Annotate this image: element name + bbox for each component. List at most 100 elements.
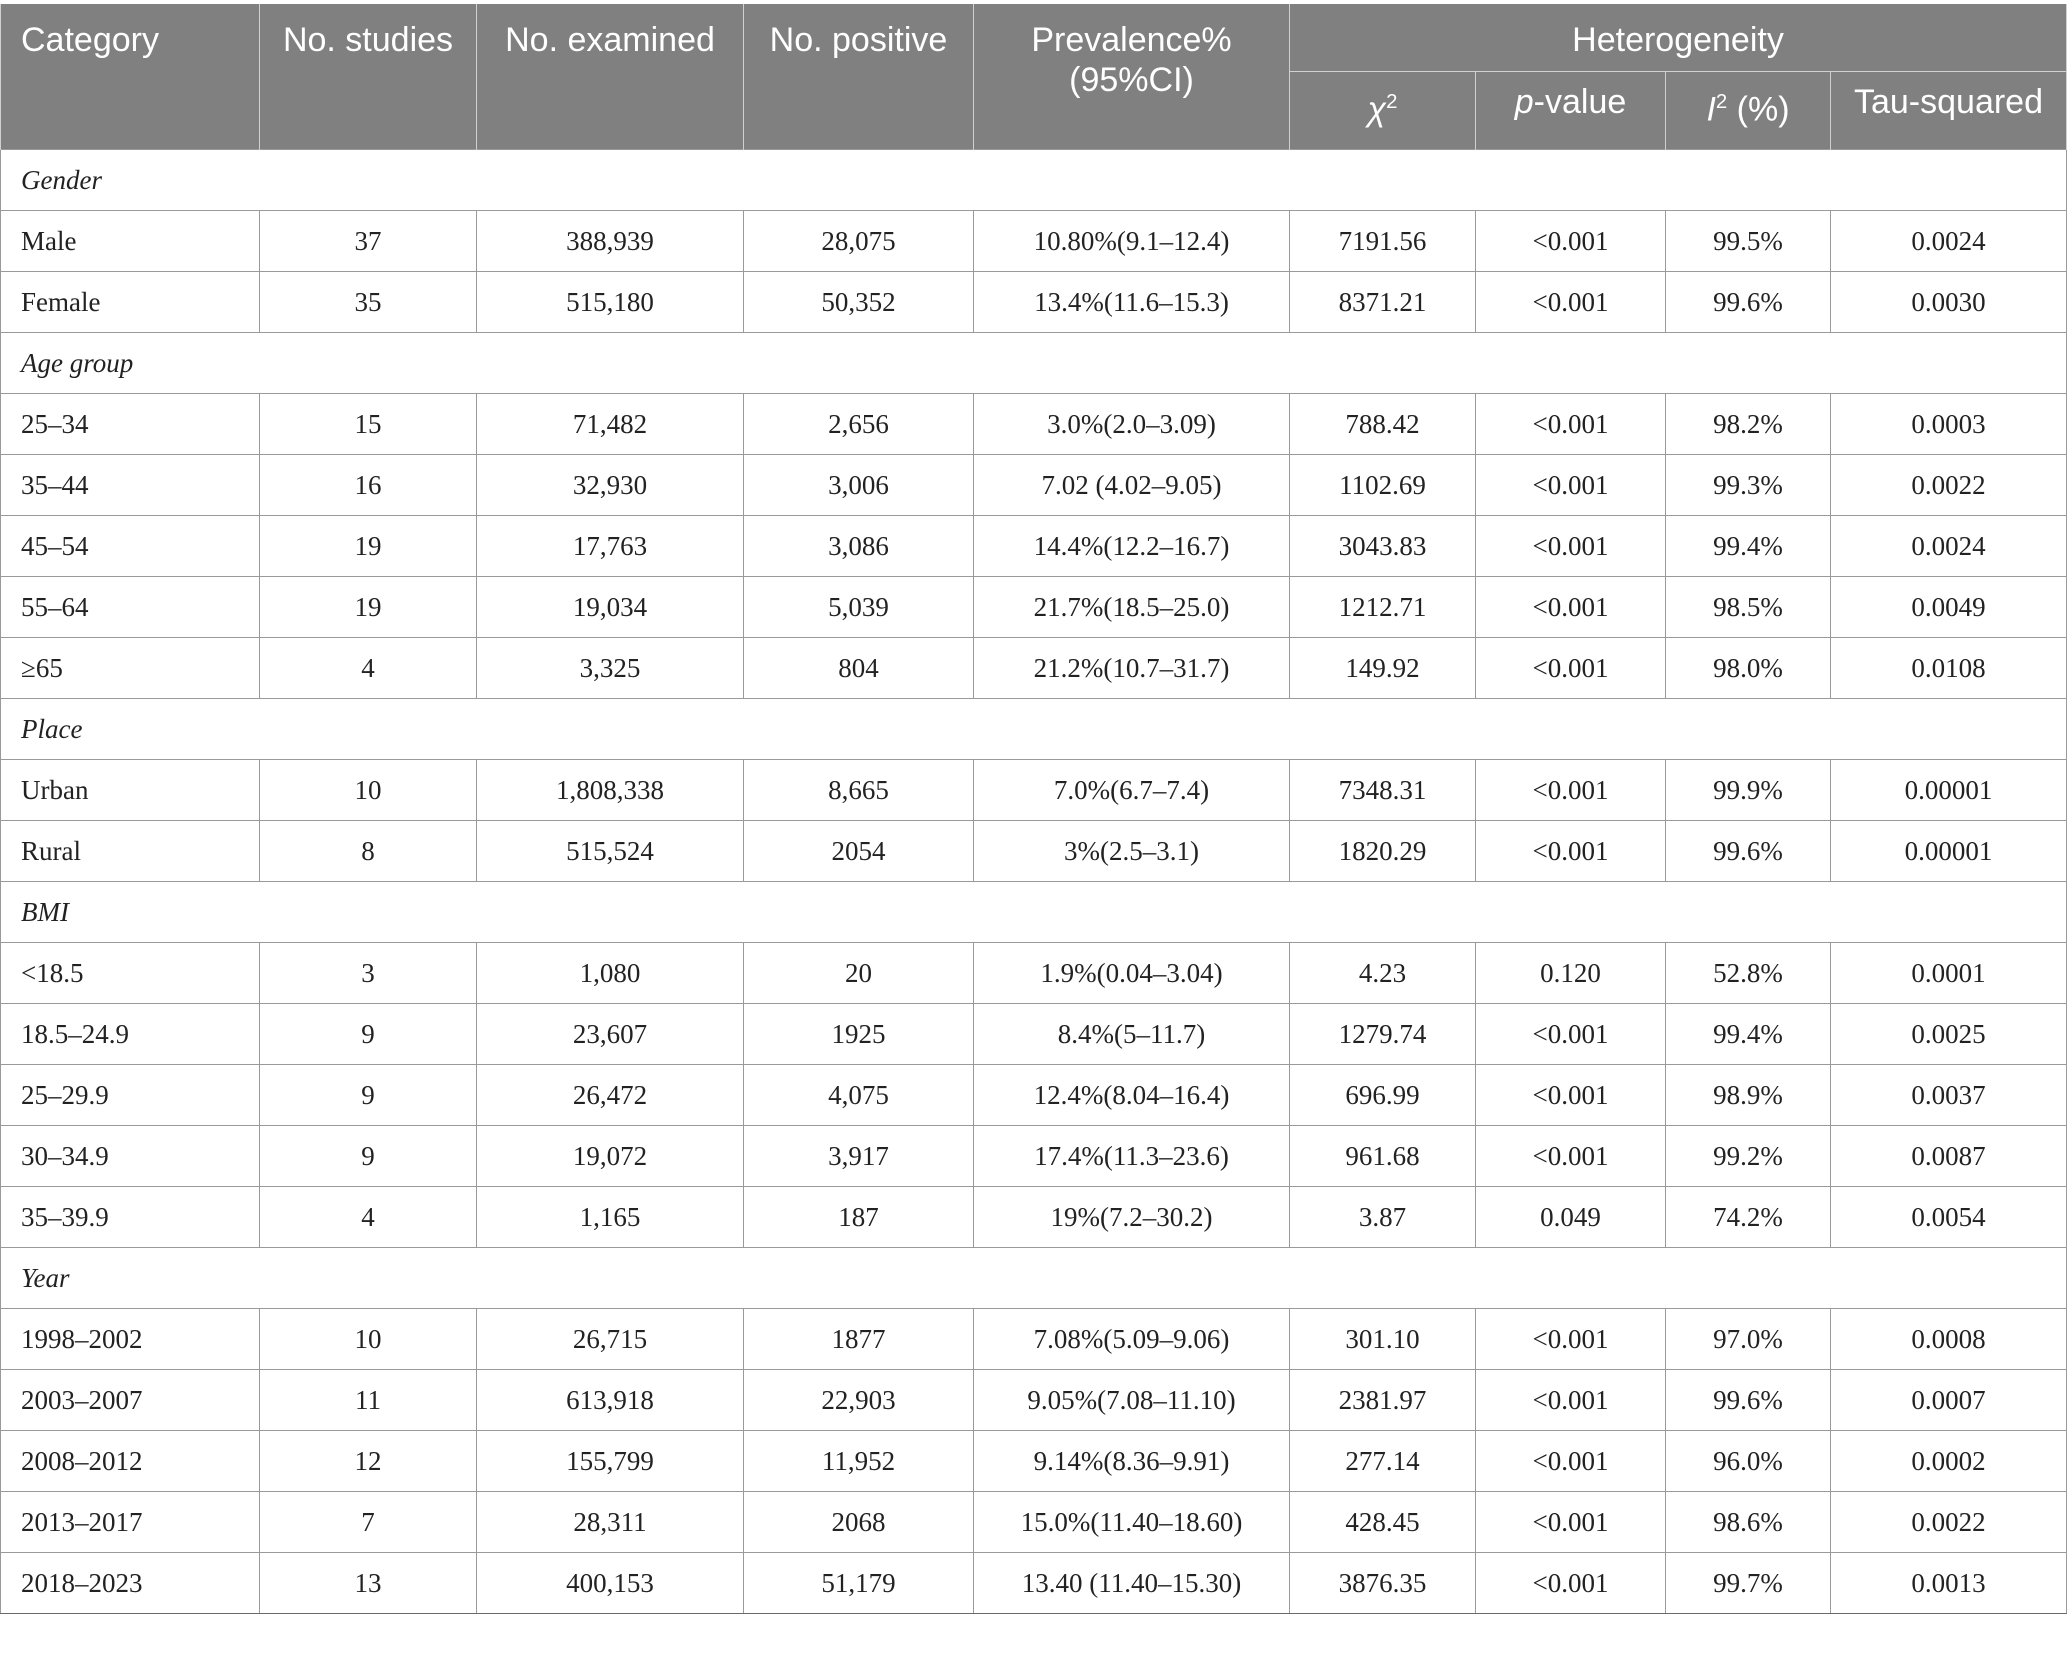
cell-p-value: <0.001 (1475, 1369, 1666, 1431)
cell-no-studies: 13 (259, 1552, 477, 1614)
cell-no-studies: 7 (259, 1491, 477, 1553)
table-row: 35–39.9 4 1,165 187 19%(7.2–30.2) 3.87 0.049 74… (0, 1186, 2067, 1248)
cell-no-studies: 19 (259, 576, 477, 638)
cell-no-examined: 23,607 (476, 1003, 744, 1065)
cell-p-value: <0.001 (1475, 454, 1666, 516)
cell-no-examined: 515,524 (476, 820, 744, 882)
cell-no-examined: 19,072 (476, 1125, 744, 1187)
p-value-suffix: -value (1533, 83, 1627, 121)
cell-p-value: <0.001 (1475, 576, 1666, 638)
table-row: 2003–2007 11 613,918 22,903 9.05%(7.08–11.10… (0, 1369, 2067, 1431)
cell-category: 2003–2007 (0, 1369, 260, 1431)
cell-category: <18.5 (0, 942, 260, 1004)
cell-prevalence: 1.9%(0.04–3.04) (973, 942, 1290, 1004)
header-category: Category (0, 4, 260, 150)
section-title: Place (0, 698, 2067, 760)
chi-symbol: χ (1367, 90, 1387, 129)
header-p-value: p-value (1475, 71, 1666, 150)
prevalence-table: Category No. studies No. examined No. po… (0, 4, 2067, 1614)
cell-prevalence: 14.4%(12.2–16.7) (973, 515, 1290, 577)
table-row: 45–54 19 17,763 3,086 14.4%(12.2–16.7) 3043.8… (0, 515, 2067, 577)
cell-i-squared: 99.9% (1665, 759, 1831, 821)
cell-no-positive: 4,075 (743, 1064, 974, 1126)
cell-no-studies: 9 (259, 1125, 477, 1187)
cell-no-examined: 388,939 (476, 210, 744, 272)
table-row: 25–29.9 9 26,472 4,075 12.4%(8.04–16.4) 696.9… (0, 1064, 2067, 1126)
cell-tau-squared: 0.0108 (1830, 637, 2067, 699)
table-row: Rural 8 515,524 2054 3%(2.5–3.1) 1820.29 <0.00… (0, 820, 2067, 882)
cell-category: 2013–2017 (0, 1491, 260, 1553)
cell-prevalence: 17.4%(11.3–23.6) (973, 1125, 1290, 1187)
cell-p-value: <0.001 (1475, 1308, 1666, 1370)
cell-no-examined: 613,918 (476, 1369, 744, 1431)
table-row: 35–44 16 32,930 3,006 7.02 (4.02–9.05) 1102.6… (0, 454, 2067, 516)
table-row: Urban 10 1,808,338 8,665 7.0%(6.7–7.4) 7348.3… (0, 759, 2067, 821)
section-row: Year (0, 1247, 2067, 1309)
header-no-studies: No. studies (259, 4, 477, 150)
cell-p-value: <0.001 (1475, 1125, 1666, 1187)
table-row: 30–34.9 9 19,072 3,917 17.4%(11.3–23.6) 961.6… (0, 1125, 2067, 1187)
cell-tau-squared: 0.0008 (1830, 1308, 2067, 1370)
cell-i-squared: 97.0% (1665, 1308, 1831, 1370)
cell-no-positive: 804 (743, 637, 974, 699)
cell-no-studies: 35 (259, 271, 477, 333)
cell-prevalence: 9.14%(8.36–9.91) (973, 1430, 1290, 1492)
cell-i-squared: 98.2% (1665, 393, 1831, 455)
cell-category: 30–34.9 (0, 1125, 260, 1187)
cell-p-value: <0.001 (1475, 271, 1666, 333)
cell-no-studies: 19 (259, 515, 477, 577)
table-row: 2013–2017 7 28,311 2068 15.0%(11.40–18.60) 42… (0, 1491, 2067, 1553)
cell-category: 2008–2012 (0, 1430, 260, 1492)
cell-tau-squared: 0.0013 (1830, 1552, 2067, 1614)
cell-no-positive: 22,903 (743, 1369, 974, 1431)
cell-prevalence: 7.0%(6.7–7.4) (973, 759, 1290, 821)
cell-i-squared: 99.3% (1665, 454, 1831, 516)
cell-prevalence: 9.05%(7.08–11.10) (973, 1369, 1290, 1431)
cell-no-studies: 10 (259, 759, 477, 821)
cell-no-studies: 16 (259, 454, 477, 516)
cell-category: 35–44 (0, 454, 260, 516)
cell-p-value: <0.001 (1475, 1003, 1666, 1065)
cell-no-studies: 4 (259, 1186, 477, 1248)
cell-no-studies: 15 (259, 393, 477, 455)
cell-prevalence: 15.0%(11.40–18.60) (973, 1491, 1290, 1553)
cell-tau-squared: 0.0022 (1830, 1491, 2067, 1553)
cell-tau-squared: 0.0001 (1830, 942, 2067, 1004)
cell-i-squared: 99.2% (1665, 1125, 1831, 1187)
cell-no-positive: 8,665 (743, 759, 974, 821)
cell-chi-squared: 428.45 (1289, 1491, 1476, 1553)
cell-i-squared: 98.0% (1665, 637, 1831, 699)
cell-no-positive: 2054 (743, 820, 974, 882)
cell-i-squared: 74.2% (1665, 1186, 1831, 1248)
cell-category: 55–64 (0, 576, 260, 638)
header-prevalence: Prevalence% (95%CI) (973, 4, 1290, 150)
cell-no-examined: 28,311 (476, 1491, 744, 1553)
cell-chi-squared: 7348.31 (1289, 759, 1476, 821)
cell-tau-squared: 0.00001 (1830, 820, 2067, 882)
cell-no-positive: 11,952 (743, 1430, 974, 1492)
cell-chi-squared: 3043.83 (1289, 515, 1476, 577)
header-tau-squared: Tau-squared (1830, 71, 2067, 150)
cell-p-value: 0.120 (1475, 942, 1666, 1004)
cell-tau-squared: 0.0037 (1830, 1064, 2067, 1126)
cell-prevalence: 7.02 (4.02–9.05) (973, 454, 1290, 516)
cell-no-examined: 1,808,338 (476, 759, 744, 821)
cell-category: Female (0, 271, 260, 333)
cell-no-positive: 187 (743, 1186, 974, 1248)
cell-p-value: <0.001 (1475, 759, 1666, 821)
cell-i-squared: 99.5% (1665, 210, 1831, 272)
cell-prevalence: 7.08%(5.09–9.06) (973, 1308, 1290, 1370)
cell-chi-squared: 1820.29 (1289, 820, 1476, 882)
cell-no-positive: 3,917 (743, 1125, 974, 1187)
cell-prevalence: 13.4%(11.6–15.3) (973, 271, 1290, 333)
cell-i-squared: 99.6% (1665, 1369, 1831, 1431)
cell-tau-squared: 0.0030 (1830, 271, 2067, 333)
cell-i-squared: 98.5% (1665, 576, 1831, 638)
cell-p-value: <0.001 (1475, 1491, 1666, 1553)
cell-tau-squared: 0.0049 (1830, 576, 2067, 638)
cell-tau-squared: 0.0054 (1830, 1186, 2067, 1248)
cell-prevalence: 3.0%(2.0–3.09) (973, 393, 1290, 455)
cell-chi-squared: 1212.71 (1289, 576, 1476, 638)
section-title: Year (0, 1247, 2067, 1309)
cell-no-examined: 400,153 (476, 1552, 744, 1614)
